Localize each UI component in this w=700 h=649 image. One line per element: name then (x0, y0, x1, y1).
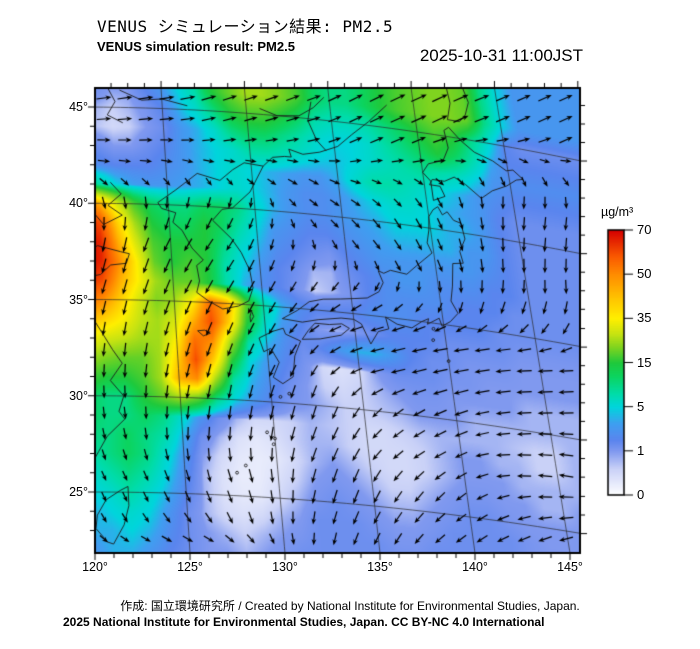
colorbar-tick-label: 1 (637, 442, 645, 458)
y-tick-label: 30° (69, 388, 88, 403)
page-title-japanese: VENUS シミュレーション結果: PM2.5 (97, 17, 394, 36)
credit-line: 作成: 国立環境研究所 / Created by National Instit… (120, 599, 580, 613)
y-tick-label: 25° (69, 485, 88, 499)
colorbar-tick-label: 50 (637, 266, 652, 282)
x-tick-label: 125° (177, 560, 203, 574)
colorbar-tick-label: 0 (637, 487, 645, 502)
x-tick-label: 130° (272, 560, 298, 574)
x-tick-label: 135° (367, 560, 393, 574)
colorbar-tick-label: 70 (637, 222, 652, 237)
colorbar-unit-label: µg/m³ (601, 205, 634, 219)
colorbar-tick-label: 15 (637, 354, 652, 370)
y-tick-label: 35° (69, 292, 88, 307)
copyright-line: 2025 National Institute for Environmenta… (63, 615, 545, 629)
colorbar-tick-label: 35 (637, 310, 652, 326)
x-tick-label: 140° (462, 560, 488, 574)
page-subtitle-english: VENUS simulation result: PM2.5 (97, 39, 295, 54)
timestamp-label: 2025-10-31 11:00JST (419, 46, 583, 65)
y-tick-label: 45° (69, 100, 88, 114)
colorbar-tick-label: 5 (637, 398, 645, 414)
x-tick-label: 145° (557, 560, 583, 574)
x-tick-label: 120° (82, 560, 108, 574)
y-tick-label: 40° (69, 196, 88, 211)
